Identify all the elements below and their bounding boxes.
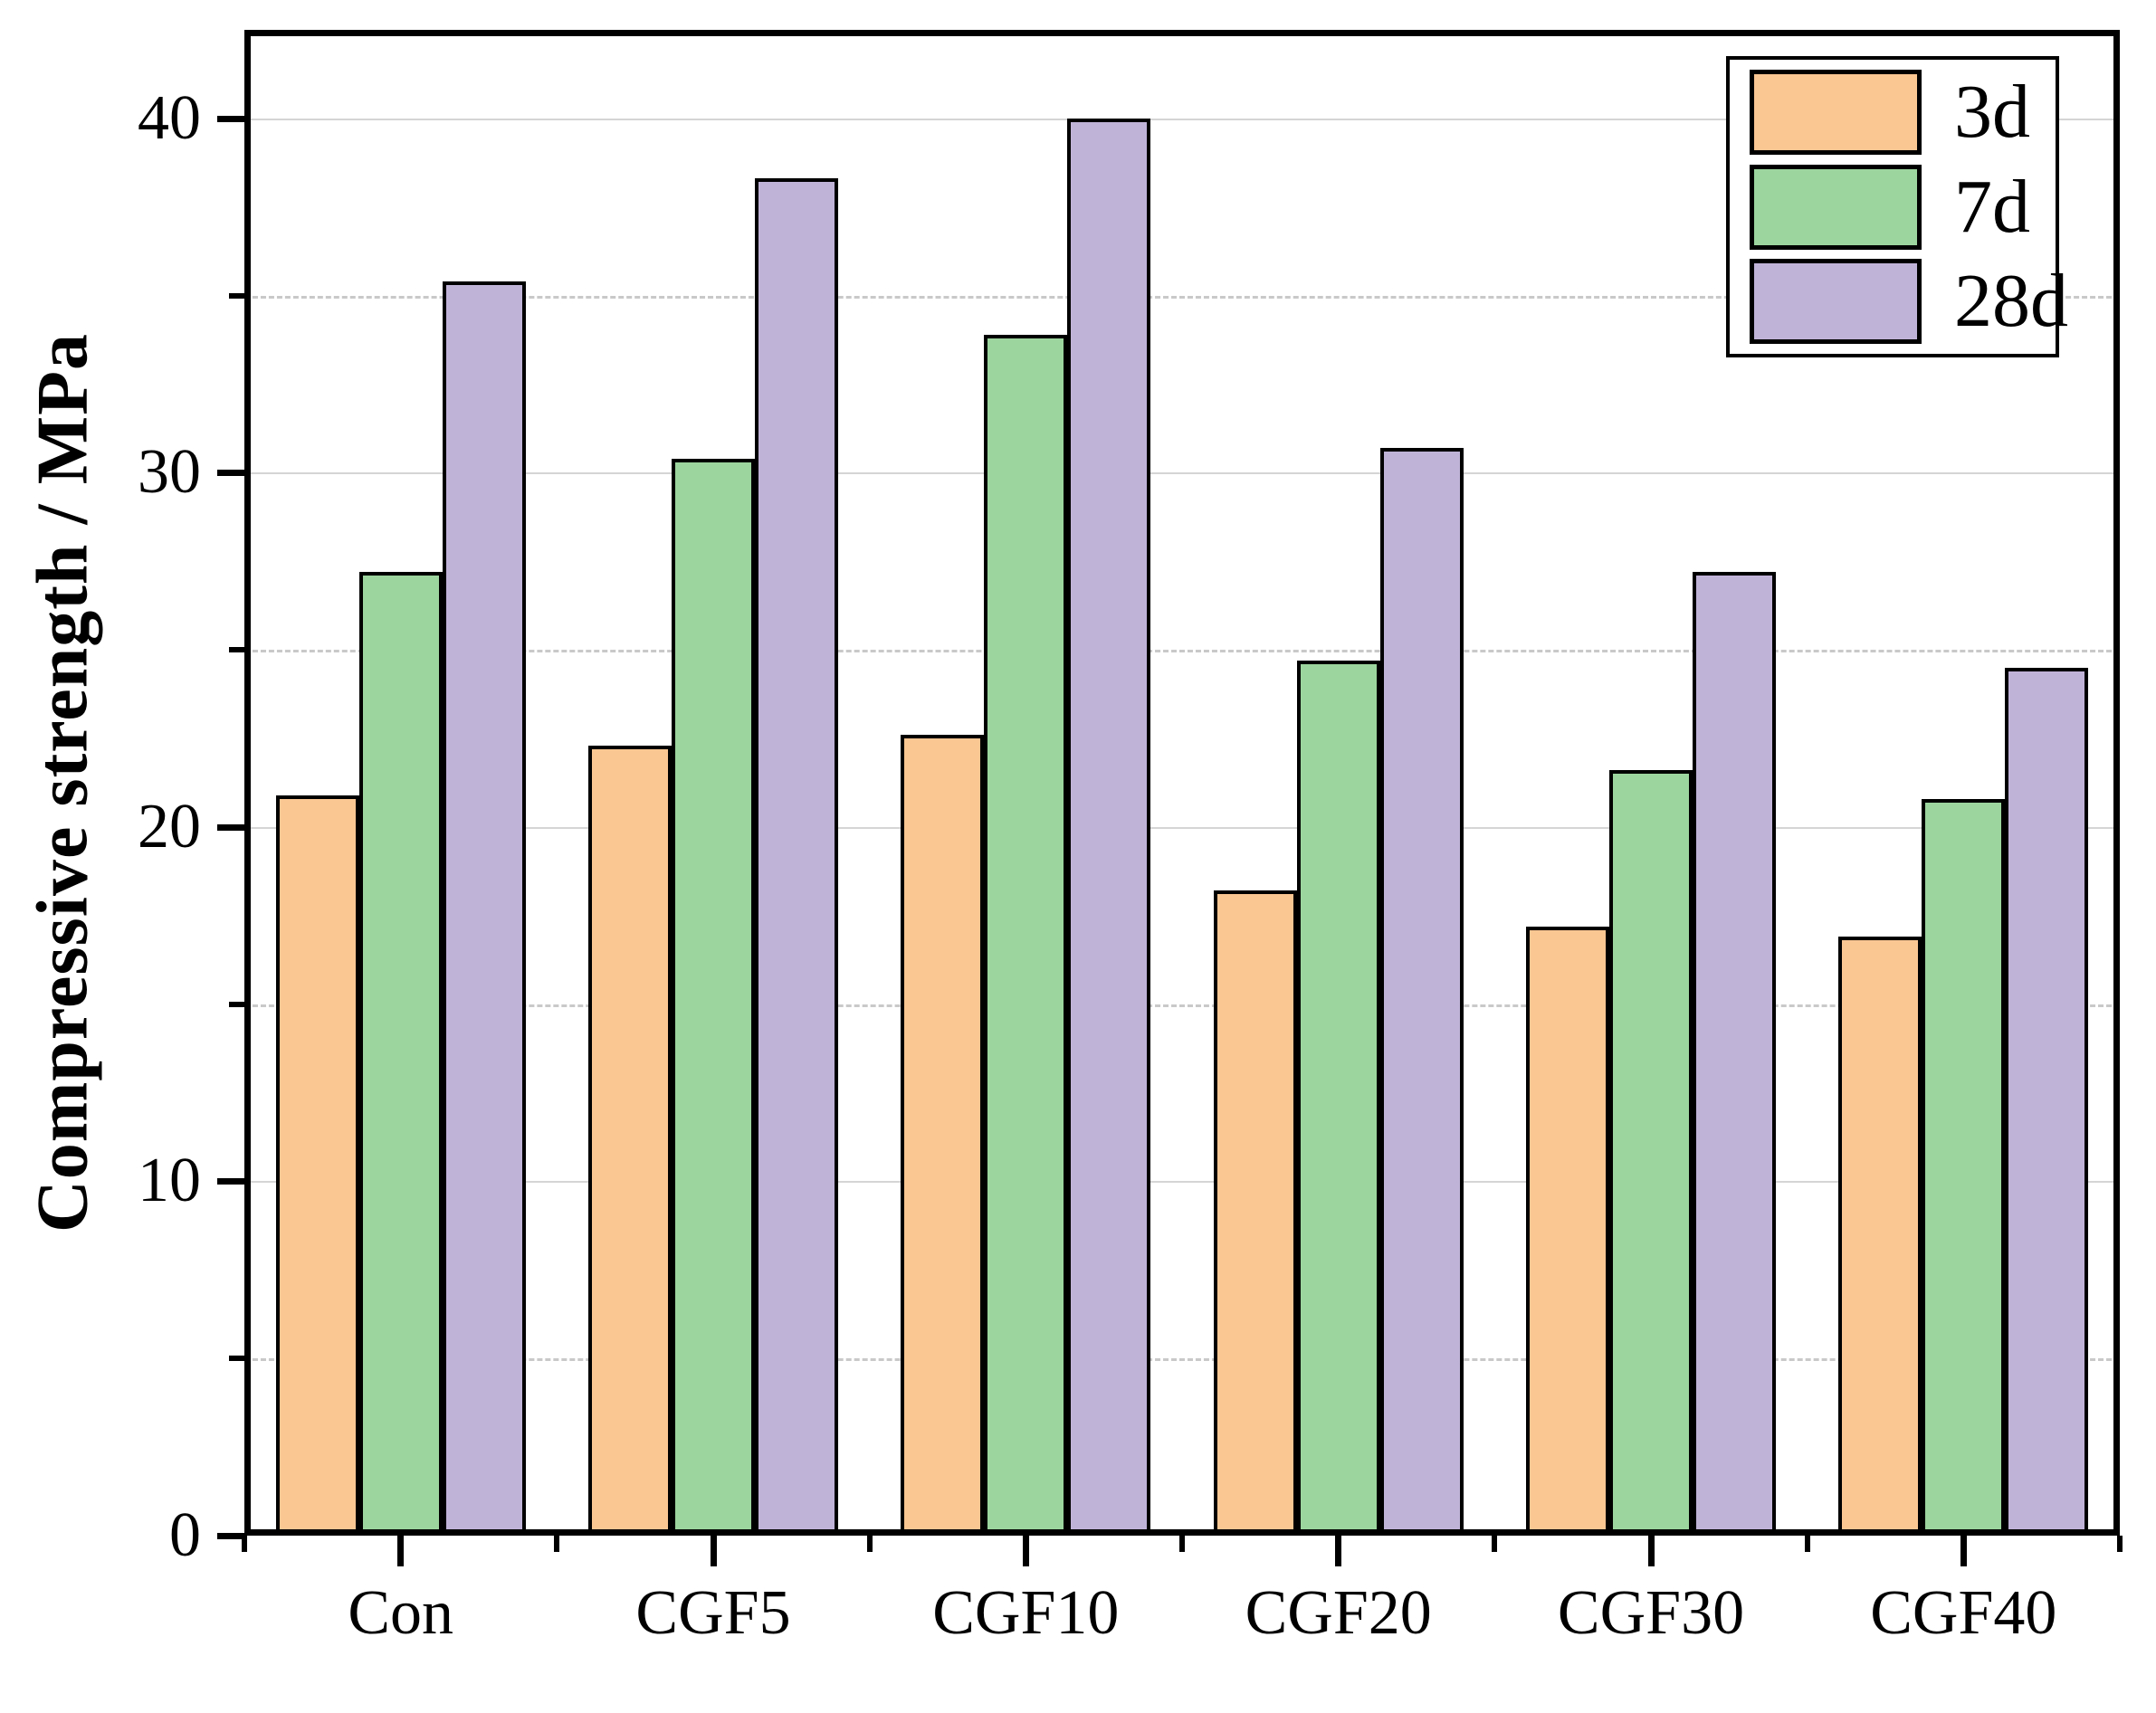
bar-cgf10-3d	[901, 735, 985, 1536]
bar-group-cgf5	[557, 30, 869, 1536]
legend-label-28d: 28d	[1954, 259, 2068, 344]
bar-group-cgf10	[870, 30, 1182, 1536]
x-minor-tick	[554, 1536, 560, 1552]
y-minor-tick	[229, 292, 244, 299]
legend-row-3d: 3d	[1750, 69, 2056, 155]
x-major-tick	[1960, 1536, 1967, 1566]
legend-swatch-7d	[1750, 164, 1922, 250]
bar-cgf30-3d	[1525, 927, 1609, 1536]
y-major-tick	[217, 470, 244, 477]
legend-row-28d: 28d	[1750, 259, 2068, 345]
bar-cgf5-3d	[587, 746, 672, 1536]
y-tick-label: 40	[138, 82, 201, 153]
grid-line-minor	[244, 650, 2120, 653]
grid-line-minor	[244, 295, 2120, 299]
bar-cgf10-28d	[1067, 119, 1151, 1536]
x-category-label-con: Con	[348, 1578, 454, 1648]
x-major-tick	[1647, 1536, 1655, 1566]
x-minor-tick	[1492, 1536, 1498, 1552]
bar-cgf30-7d	[1608, 770, 1693, 1536]
legend-row-7d: 7d	[1750, 164, 2056, 250]
legend-swatch-28d	[1750, 259, 1922, 345]
x-category-label-cgf40: CGF40	[1870, 1578, 2057, 1648]
x-minor-tick	[2117, 1536, 2123, 1552]
grid-line-minor	[244, 1004, 2120, 1007]
x-major-tick	[397, 1536, 405, 1566]
bar-cgf40-7d	[1922, 799, 2006, 1536]
grid-line-minor	[244, 1358, 2120, 1362]
y-major-tick	[217, 1178, 244, 1185]
bar-con-7d	[358, 572, 443, 1536]
x-major-tick	[710, 1536, 717, 1566]
x-category-label-cgf30: CGF30	[1557, 1578, 1745, 1648]
bar-group-con	[244, 30, 557, 1536]
x-category-label-cgf10: CGF10	[932, 1578, 1120, 1648]
grid-line-major	[244, 1181, 2120, 1184]
bar-cgf30-28d	[1692, 572, 1776, 1536]
x-major-tick	[1335, 1536, 1342, 1566]
y-tick-label: 30	[138, 437, 201, 508]
y-tick-label: 10	[138, 1146, 201, 1216]
legend: 3d 7d 28d	[1726, 56, 2068, 357]
y-major-tick	[217, 1533, 244, 1539]
y-minor-tick	[229, 1356, 244, 1362]
plot-area: 3d 7d 28d	[244, 30, 2120, 1536]
y-tick-label: 20	[138, 791, 201, 861]
bar-cgf10-7d	[984, 335, 1068, 1536]
bar-cgf5-28d	[754, 178, 838, 1536]
y-minor-tick	[229, 1001, 244, 1007]
x-minor-tick	[1804, 1536, 1810, 1552]
bar-con-28d	[442, 281, 526, 1536]
x-minor-tick	[866, 1536, 873, 1552]
bar-group-cgf20	[1182, 30, 1494, 1536]
legend-swatch-3d	[1750, 69, 1922, 155]
bar-con-3d	[275, 795, 359, 1536]
y-major-tick	[217, 823, 244, 831]
x-minor-tick	[1179, 1536, 1185, 1552]
x-major-tick	[1022, 1536, 1029, 1566]
y-tick-label: 0	[169, 1500, 201, 1570]
bar-group-cgf40	[1808, 30, 2120, 1536]
bar-cgf40-3d	[1838, 937, 1922, 1536]
bar-cgf20-3d	[1213, 890, 1297, 1536]
bar-cgf5-7d	[671, 459, 755, 1536]
grid-line-major	[244, 472, 2120, 475]
x-minor-tick	[242, 1536, 247, 1552]
legend-label-7d: 7d	[1954, 164, 2030, 249]
bar-cgf20-7d	[1296, 661, 1380, 1536]
grid-line-major	[244, 118, 2120, 120]
bar-cgf40-28d	[2005, 668, 2089, 1536]
y-major-tick	[217, 115, 244, 122]
legend-label-3d: 3d	[1954, 69, 2030, 154]
x-category-label-cgf20: CGF20	[1245, 1578, 1432, 1648]
bar-group-cgf30	[1494, 30, 1807, 1536]
x-category-label-cgf5: CGF5	[635, 1578, 791, 1648]
y-minor-tick	[229, 647, 244, 653]
bar-cgf20-28d	[1379, 448, 1464, 1536]
grid-line-major	[244, 826, 2120, 829]
